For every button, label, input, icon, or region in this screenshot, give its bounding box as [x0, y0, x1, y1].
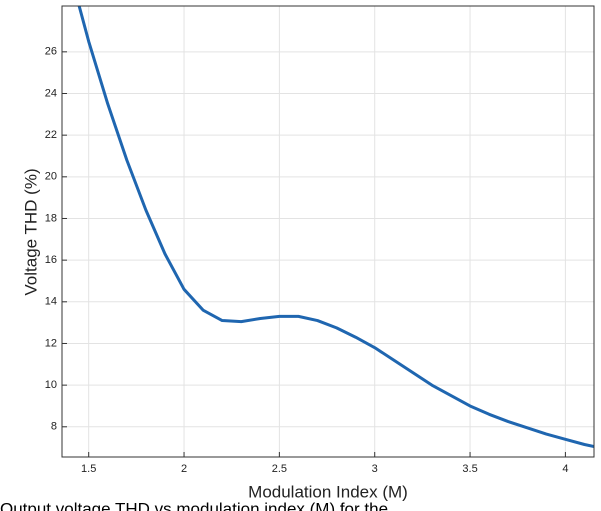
data-line [77, 6, 594, 449]
plot-frame [61, 5, 595, 458]
y-tick-label: 14 [45, 296, 57, 308]
caption: Output voltage THD vs modulation index (… [0, 499, 388, 511]
y-tick-label: 20 [45, 171, 57, 183]
x-tick-label: 3 [372, 463, 378, 475]
y-tick-label: 12 [45, 337, 57, 349]
x-axis-label: Modulation Index (M) [248, 482, 408, 501]
x-tick-label: 2 [181, 463, 187, 475]
y-tick-label: 18 [45, 212, 57, 224]
y-tick-label: 22 [45, 129, 57, 141]
x-tick-label: 2.5 [272, 463, 287, 475]
y-tick-label: 24 [45, 87, 57, 99]
x-tick-label: 3.5 [462, 463, 477, 475]
x-tick-label: 4 [562, 463, 568, 475]
y-tick-label: 26 [45, 46, 57, 58]
y-axis-label: Voltage THD (%) [21, 168, 40, 295]
x-tick-label: 1.5 [81, 463, 96, 475]
y-tick-label: 16 [45, 254, 57, 266]
y-tick-label: 10 [45, 379, 57, 391]
y-tick-label: 8 [51, 421, 57, 433]
